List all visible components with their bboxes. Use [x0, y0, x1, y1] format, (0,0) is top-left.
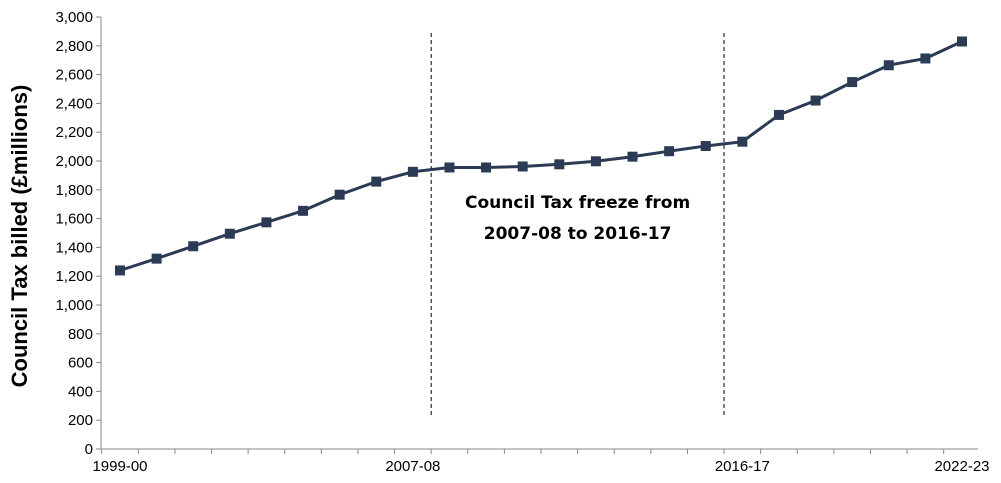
- y-tick-label: 400: [68, 383, 93, 400]
- data-point: [700, 141, 711, 152]
- x-tick-label: 2016-17: [715, 458, 770, 475]
- series-line: [119, 40, 963, 272]
- data-point: [298, 205, 309, 216]
- y-tick-label: 800: [68, 326, 93, 343]
- data-point: [481, 162, 492, 173]
- y-tick-label: 2,600: [55, 67, 93, 84]
- data-point: [224, 228, 235, 239]
- y-tick-label: 3,000: [55, 9, 93, 26]
- y-tick-label: 0: [85, 441, 93, 458]
- data-point: [115, 265, 125, 276]
- x-ticks: 1999-00 2007-08 2016-17 2022-23: [92, 449, 990, 475]
- data-point: [407, 166, 418, 177]
- y-tick-label: 2,200: [55, 124, 93, 141]
- freeze-lines: [430, 33, 725, 418]
- axes: [100, 17, 978, 450]
- y-tick-label: 1,600: [55, 211, 93, 228]
- data-point: [371, 176, 382, 187]
- annotation-text: Council Tax freeze from: [465, 193, 690, 213]
- series: [115, 36, 967, 276]
- data-point: [334, 189, 345, 200]
- y-tick-label: 600: [68, 355, 93, 372]
- y-tick-label: 2,000: [55, 153, 93, 170]
- data-point: [737, 136, 748, 147]
- data-point: [627, 151, 638, 162]
- y-tick-label: 1,200: [55, 268, 93, 285]
- data-point: [773, 109, 784, 120]
- data-point: [883, 60, 894, 71]
- annotation-text: 2007-08 to 2016-17: [484, 224, 672, 244]
- x-tick-label: 2022-23: [934, 458, 989, 475]
- data-point: [151, 253, 162, 264]
- y-tick-label: 200: [68, 412, 93, 429]
- data-point: [554, 159, 565, 170]
- y-tick-label: 2,800: [55, 38, 93, 55]
- annotation: Council Tax freeze from 2007-08 to 2016-1…: [465, 193, 690, 244]
- y-tick-label: 1,400: [55, 239, 93, 256]
- data-point: [261, 217, 272, 228]
- data-point: [920, 53, 931, 64]
- data-point: [664, 146, 675, 157]
- y-axis-label: Council Tax billed (£millions): [7, 85, 32, 388]
- y-ticks: 0 200 400 600 800 1,000 1,200 1,400 1,600 1,800 2,…: [55, 9, 101, 458]
- data-point: [847, 77, 858, 88]
- data-point: [444, 162, 455, 173]
- x-tick-label: 1999-00: [92, 458, 147, 475]
- y-tick-label: 1,000: [55, 297, 93, 314]
- y-tick-label: 2,400: [55, 95, 93, 112]
- data-point: [957, 36, 967, 47]
- data-point: [188, 241, 199, 252]
- y-tick-label: 1,800: [55, 182, 93, 199]
- data-point: [517, 161, 528, 172]
- data-point: [810, 95, 821, 106]
- data-point: [590, 156, 601, 167]
- x-tick-label: 2007-08: [385, 458, 440, 475]
